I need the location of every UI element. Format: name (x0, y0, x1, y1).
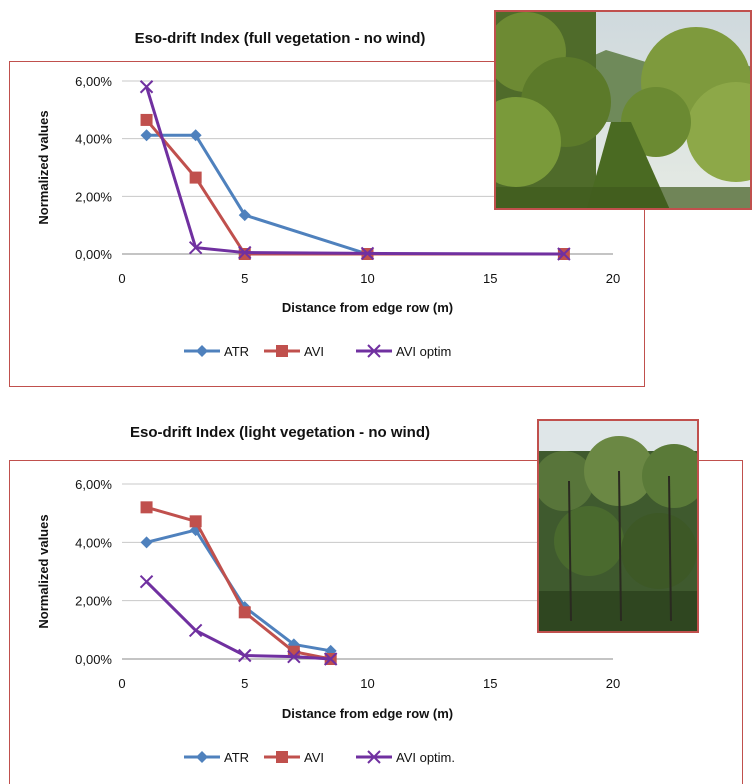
chart-1-y-axis-title: Normalized values (36, 110, 51, 224)
chart-2-y-tick-label: 2,00% (75, 594, 112, 609)
chart-2-x-axis-title: Distance from edge row (m) (282, 706, 453, 721)
chart-2-y-tick-label: 6,00% (75, 477, 112, 492)
chart-2-data-point (323, 652, 338, 666)
chart-2-series-line-atr (146, 528, 331, 653)
chart-1-x-tick-label: 0 (118, 271, 125, 286)
chart-2-data-point (287, 649, 301, 664)
orchard-photo-full-vegetation-image (496, 12, 750, 208)
chart-1-legend-marker (196, 345, 208, 357)
chart-1-data-point (139, 80, 154, 94)
chart-1-y-tick-label: 0,00% (75, 247, 112, 262)
chart-1-data-point (557, 247, 571, 261)
chart-1-x-tick-label: 10 (360, 271, 374, 286)
chart-1-y-tick-label: 6,00% (75, 74, 112, 89)
chart-1-legend-marker (276, 345, 288, 357)
chart-1-data-point (140, 129, 153, 142)
chart-1-title: Eso-drift Index (full vegetation - no wi… (134, 30, 426, 47)
chart-2-title: Eso-drift Index (light vegetation - no w… (130, 424, 430, 441)
chart-2-data-point (238, 648, 252, 663)
chart-2-x-tick-label: 20 (606, 676, 620, 691)
chart-1-data-point (188, 240, 203, 255)
chart-2-data-point (140, 501, 153, 514)
chart-2-legend-label: ATR (224, 750, 249, 765)
chart-2-y-tick-label: 4,00% (75, 535, 112, 550)
orchard-photo-light-vegetation-image (539, 421, 697, 631)
chart-2-legend-marker (196, 751, 208, 763)
chart-2-data-point (139, 575, 154, 589)
chart-2-data-point (188, 623, 203, 638)
chart-1-y-tick-label: 2,00% (75, 189, 112, 204)
chart-1-data-point (189, 171, 202, 184)
chart-2-y-tick-label: 0,00% (75, 652, 112, 667)
chart-1-x-tick-label: 20 (606, 271, 620, 286)
chart-1-data-point (238, 245, 252, 260)
chart-2-legend-marker (367, 750, 381, 764)
chart-2-legend-label: AVI (304, 750, 324, 765)
chart-2-y-axis-title: Normalized values (36, 514, 51, 628)
chart-1-legend-label: ATR (224, 344, 249, 359)
chart-2-x-tick-label: 10 (360, 676, 374, 691)
chart-1-legend-marker (367, 344, 381, 358)
chart-2-data-point (189, 515, 202, 528)
chart-2-x-tick-label: 15 (483, 676, 497, 691)
chart-2-data-point (238, 606, 251, 619)
chart-2-legend-label: AVI optim. (396, 750, 455, 765)
chart-1-legend-label: AVI optim (396, 344, 451, 359)
chart-1-data-point (238, 209, 251, 222)
chart-2-data-point (140, 536, 153, 549)
chart-1-data-point (360, 246, 375, 261)
chart-2-legend-marker (276, 751, 288, 763)
chart-1-x-tick-label: 5 (241, 271, 248, 286)
chart-1-x-tick-label: 15 (483, 271, 497, 286)
orchard-photo-full-vegetation (494, 10, 752, 210)
chart-1-x-axis-title: Distance from edge row (m) (282, 300, 453, 315)
chart-2-x-tick-label: 5 (241, 676, 248, 691)
chart-1-legend-label: AVI (304, 344, 324, 359)
chart-1-y-tick-label: 4,00% (75, 132, 112, 147)
chart-2-series-line-avi (146, 505, 331, 661)
chart-2-x-tick-label: 0 (118, 676, 125, 691)
orchard-photo-light-vegetation (537, 419, 699, 633)
chart-1-data-point (189, 129, 202, 142)
chart-1-data-point (140, 113, 153, 126)
